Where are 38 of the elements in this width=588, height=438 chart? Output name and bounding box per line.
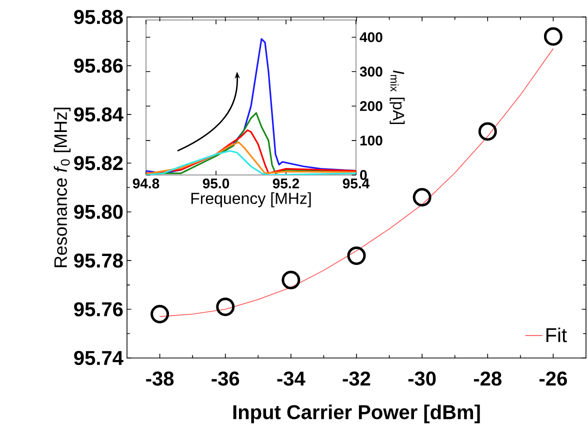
x-axis-title: Input Carrier Power [dBm] [233,404,480,424]
x-tick-label: -32 [342,372,370,386]
x-tick-label: 95.4 [342,178,370,188]
point [216,298,235,316]
y-tick-label: 300 [360,66,382,77]
legend-label: Fit [546,328,567,342]
y-axis-title: I$_{mix}$ [pA] [390,70,405,124]
point [412,188,432,206]
line-series [146,129,356,174]
y-tick-label: 95.88 [74,10,123,24]
x-tick-label: -30 [408,372,436,386]
y-axis-title: Resonance f$_{0}$ [MHz] [54,108,71,268]
x-tick-label: -34 [277,372,306,386]
y-tick-label: 100 [360,136,382,146]
y-tick-label: 200 [360,101,382,112]
x-tick-label: 95.0 [202,178,230,188]
point [150,304,170,324]
point [544,27,562,46]
x-tick-label: 94.8 [132,178,160,188]
point [282,270,300,290]
y-tick-label: 0 [360,170,367,180]
y-tick-label: 95.82 [74,156,123,170]
y-tick-label: 95.78 [74,253,123,268]
x-tick-label: -38 [146,372,174,386]
x-tick-label: -36 [212,372,240,386]
point [478,122,497,141]
x-tick-label: -28 [474,372,502,386]
y-tick-label: 95.76 [74,302,123,316]
x-tick-label: -26 [540,372,567,386]
y-tick-label: 95.86 [74,58,123,73]
y-tick-label: 400 [360,32,382,42]
line-series [159,48,554,317]
x-axis-title: Frequency [MHz] [191,192,311,208]
x-tick-label: 95.2 [272,178,300,188]
point [347,246,366,265]
y-tick-label: 95.84 [74,107,124,122]
y-tick-label: 95.80 [74,204,123,219]
y-tick-label: 95.74 [74,350,124,366]
